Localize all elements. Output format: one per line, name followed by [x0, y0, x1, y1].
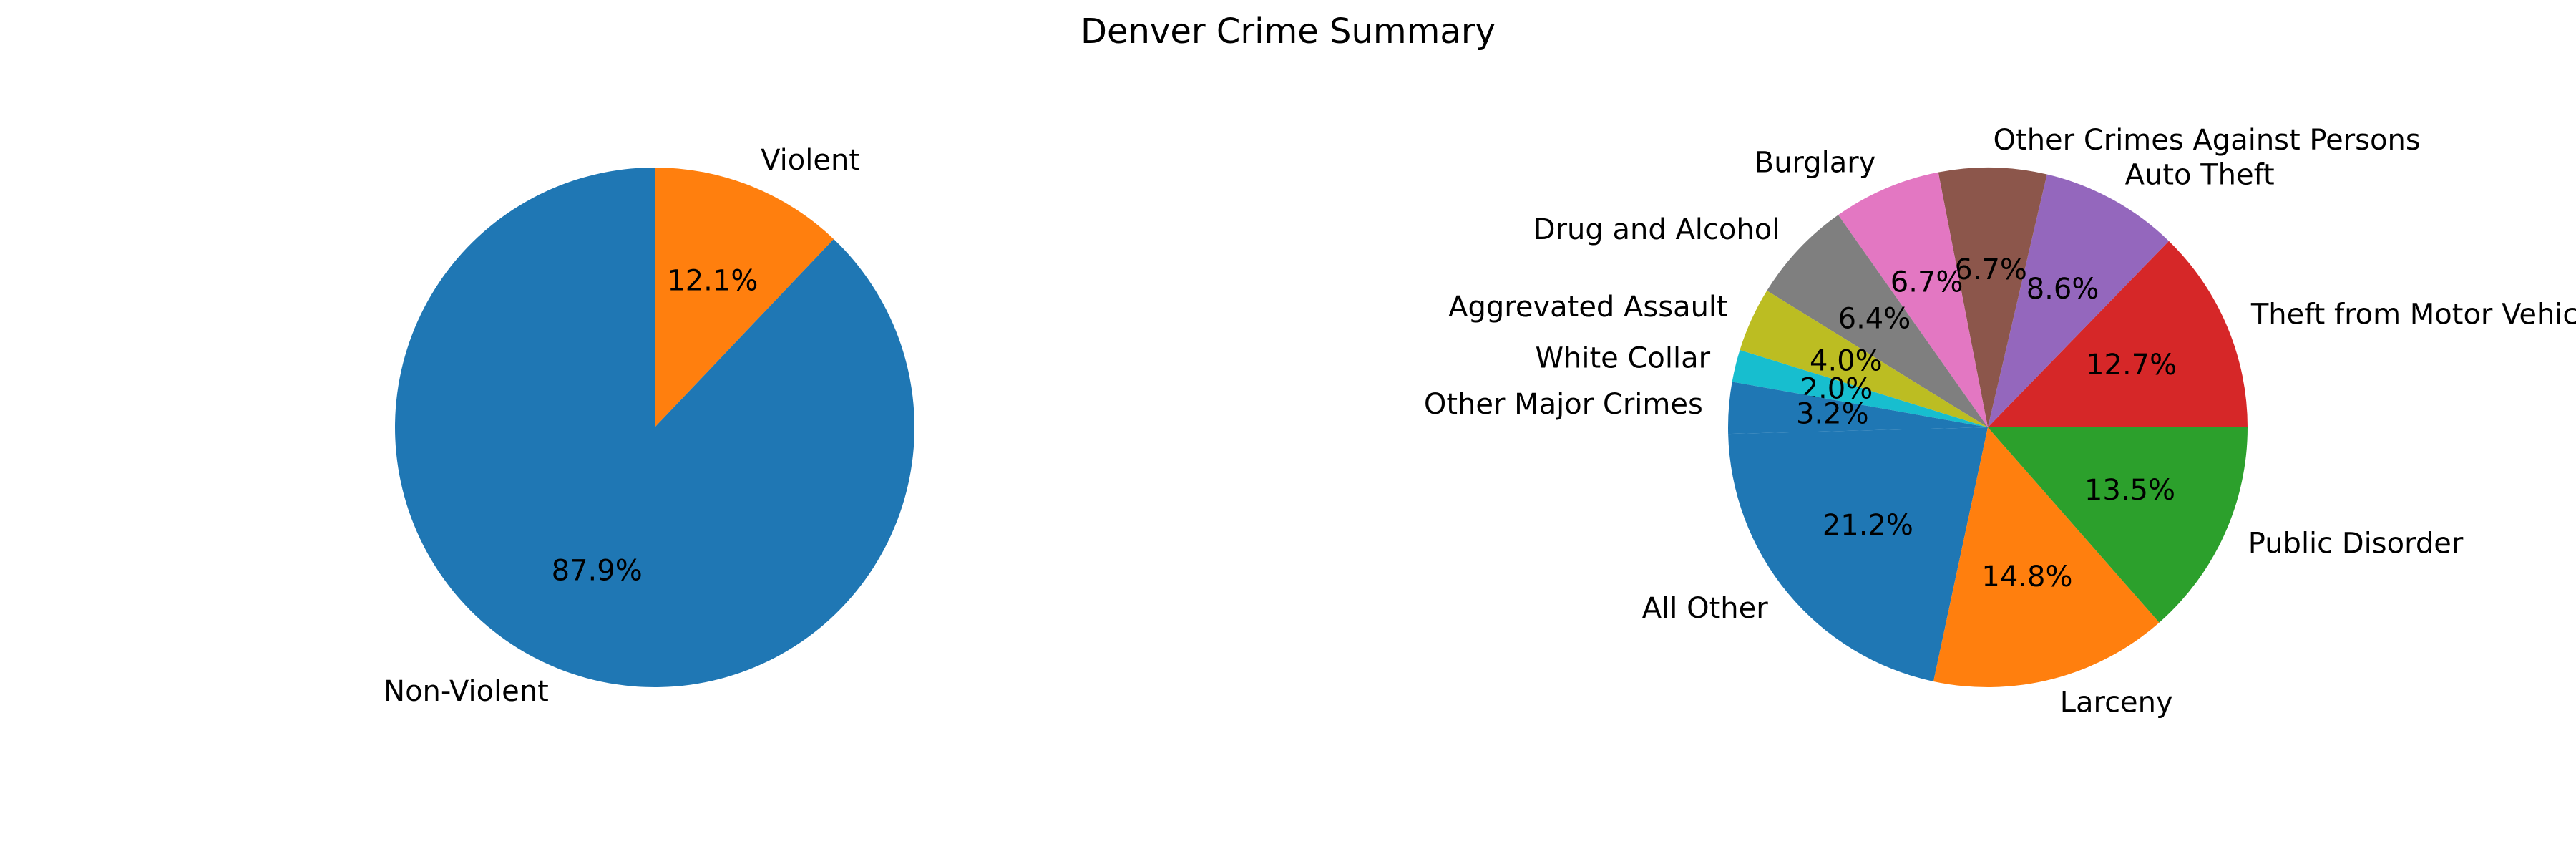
pie-slice-theft-from-motor-vehicle — [1988, 241, 2248, 427]
slice-label-auto-theft: Auto Theft — [2125, 159, 2275, 192]
slice-pct-drug-and-alcohol: 6.4% — [1838, 303, 1911, 336]
slice-label-all-other: All Other — [1642, 592, 1768, 625]
slice-pct-other-crimes-against-persons: 6.7% — [1954, 253, 2027, 286]
slice-pct-public-disorder: 13.5% — [2084, 474, 2175, 507]
crime-category-pie: Theft from Motor Vehicle 12.7% Auto Theft 8… — [1424, 124, 2576, 719]
slice-label-burglary: Burglary — [1755, 147, 1876, 180]
pie-slice-drug-and-alcohol — [1767, 215, 1988, 427]
slice-pct-larceny: 14.8% — [1981, 560, 2072, 593]
pie-slice-non-violent — [394, 168, 914, 687]
pie-slice-public-disorder — [1988, 427, 2248, 623]
slice-label-other-crimes-against-persons: Other Crimes Against Persons — [1994, 124, 2421, 157]
slice-label-white-collar: White Collar — [1535, 341, 1710, 374]
pie-slice-larceny — [1933, 427, 2160, 687]
slice-pct-violent: 12.1% — [667, 265, 758, 298]
figure-title: Denver Crime Summary — [1080, 11, 1496, 52]
pie-slice-other-major-crimes — [1728, 382, 1988, 435]
pie-slice-white-collar — [1732, 349, 1988, 427]
slice-pct-theft-from-motor-vehicle: 12.7% — [2086, 349, 2177, 382]
slice-pct-burglary: 6.7% — [1890, 266, 1963, 299]
pie-slice-burglary — [1838, 172, 1988, 427]
pie-slice-aggrevated-assault — [1740, 291, 1988, 427]
slice-label-public-disorder: Public Disorder — [2248, 528, 2464, 560]
slice-label-aggrevated-assault: Aggrevated Assault — [1448, 291, 1728, 324]
slice-pct-non-violent: 87.9% — [552, 554, 643, 587]
slice-label-violent: Violent — [761, 144, 860, 177]
pie-slice-auto-theft — [1988, 174, 2170, 427]
violent-vs-nonviolent-pie: Violent 12.1% Non-Violent 87.9% — [384, 144, 914, 708]
slice-label-non-violent: Non-Violent — [384, 675, 549, 708]
slice-label-other-major-crimes: Other Major Crimes — [1424, 388, 1703, 421]
pie-slice-violent — [655, 168, 834, 427]
slice-pct-all-other: 21.2% — [1823, 509, 1913, 542]
pie-slice-all-other — [1728, 427, 1988, 681]
slice-pct-auto-theft: 8.6% — [2026, 273, 2099, 306]
slice-pct-other-major-crimes: 3.2% — [1796, 398, 1869, 431]
slice-label-drug-and-alcohol: Drug and Alcohol — [1533, 213, 1780, 246]
slice-label-theft-from-motor-vehicle: Theft from Motor Vehicle — [2250, 299, 2576, 331]
slice-label-larceny: Larceny — [2060, 686, 2173, 719]
pie-slice-other-crimes-against-persons — [1938, 168, 2047, 427]
slice-pct-aggrevated-assault: 4.0% — [1810, 345, 1883, 378]
